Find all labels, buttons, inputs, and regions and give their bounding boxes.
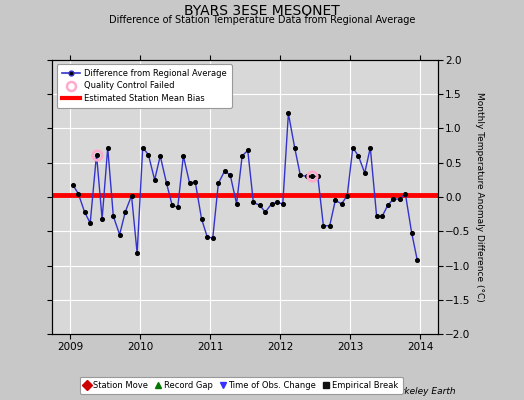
Point bbox=[249, 199, 258, 206]
Point bbox=[144, 151, 152, 158]
Point bbox=[319, 222, 328, 229]
Point bbox=[343, 192, 352, 199]
Text: Berkeley Earth: Berkeley Earth bbox=[389, 387, 456, 396]
Point bbox=[354, 153, 363, 159]
Point bbox=[331, 197, 340, 204]
Point bbox=[156, 153, 165, 159]
Point bbox=[109, 213, 117, 219]
Point bbox=[221, 168, 229, 174]
Point bbox=[290, 144, 299, 151]
Point bbox=[173, 204, 182, 210]
Point bbox=[244, 147, 252, 154]
Point bbox=[308, 173, 316, 180]
Point bbox=[261, 209, 269, 215]
Point bbox=[279, 201, 287, 207]
Legend: Difference from Regional Average, Quality Control Failed, Estimated Station Mean: Difference from Regional Average, Qualit… bbox=[57, 64, 232, 108]
Point bbox=[348, 144, 357, 151]
Point bbox=[80, 209, 89, 215]
Point bbox=[185, 180, 194, 186]
Y-axis label: Monthly Temperature Anomaly Difference (°C): Monthly Temperature Anomaly Difference (… bbox=[475, 92, 484, 302]
Point bbox=[86, 220, 94, 226]
Point bbox=[115, 232, 124, 238]
Point bbox=[413, 257, 421, 263]
Point bbox=[214, 180, 223, 186]
Point bbox=[179, 153, 188, 159]
Point bbox=[313, 173, 322, 180]
Point bbox=[267, 201, 276, 207]
Point bbox=[74, 190, 82, 197]
Point bbox=[373, 213, 381, 219]
Point bbox=[69, 182, 77, 188]
Point bbox=[232, 201, 241, 207]
Point bbox=[133, 250, 141, 256]
Point bbox=[396, 196, 404, 202]
Point bbox=[378, 213, 386, 219]
Point bbox=[92, 151, 101, 158]
Point bbox=[302, 173, 311, 180]
Point bbox=[203, 234, 211, 240]
Point bbox=[150, 177, 159, 183]
Point bbox=[366, 144, 375, 151]
Point bbox=[384, 202, 392, 208]
Point bbox=[226, 172, 234, 178]
Point bbox=[401, 190, 410, 197]
Point bbox=[256, 202, 264, 208]
Point bbox=[389, 196, 398, 202]
Point bbox=[191, 179, 200, 185]
Point bbox=[209, 235, 217, 241]
Legend: Station Move, Record Gap, Time of Obs. Change, Empirical Break: Station Move, Record Gap, Time of Obs. C… bbox=[80, 376, 402, 394]
Point bbox=[296, 172, 304, 178]
Point bbox=[284, 110, 292, 117]
Point bbox=[408, 230, 416, 236]
Point bbox=[325, 222, 334, 229]
Point bbox=[238, 153, 246, 159]
Point bbox=[104, 144, 112, 151]
Point bbox=[162, 180, 171, 186]
Point bbox=[127, 192, 136, 199]
Point bbox=[198, 216, 206, 222]
Text: BYARS 3ESE MESONET: BYARS 3ESE MESONET bbox=[184, 4, 340, 18]
Point bbox=[361, 170, 369, 176]
Point bbox=[98, 216, 106, 222]
Point bbox=[121, 209, 129, 215]
Point bbox=[337, 201, 346, 207]
Text: Difference of Station Temperature Data from Regional Average: Difference of Station Temperature Data f… bbox=[109, 15, 415, 25]
Point bbox=[273, 199, 281, 206]
Point bbox=[138, 144, 147, 151]
Point bbox=[168, 202, 177, 208]
